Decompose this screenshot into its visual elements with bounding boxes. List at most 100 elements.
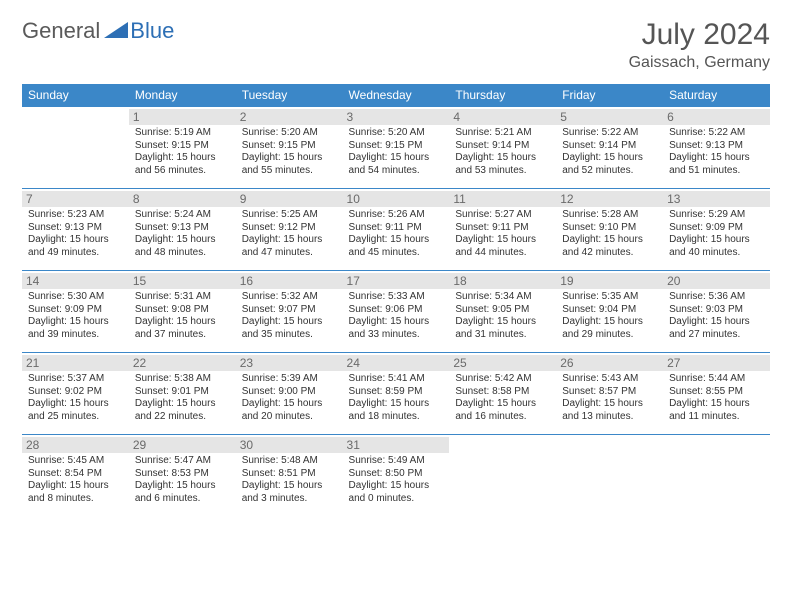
calendar-cell: 19 Sunrise: 5:35 AMSunset: 9:04 PMDayligh… [556,271,663,353]
day-detail: Sunrise: 5:35 AMSunset: 9:04 PMDaylight:… [562,291,657,341]
calendar-row: 14 Sunrise: 5:30 AMSunset: 9:09 PMDayligh… [22,271,770,353]
day-number: 27 [663,355,770,371]
day-detail: Sunrise: 5:25 AMSunset: 9:12 PMDaylight:… [242,209,337,259]
day-detail: Sunrise: 5:42 AMSunset: 8:58 PMDaylight:… [455,373,550,423]
day-detail: Sunrise: 5:43 AMSunset: 8:57 PMDaylight:… [562,373,657,423]
day-number: 8 [129,191,236,207]
day-detail: Sunrise: 5:29 AMSunset: 9:09 PMDaylight:… [669,209,764,259]
day-number: 16 [236,273,343,289]
weekday-header: Monday [129,84,236,107]
day-detail: Sunrise: 5:23 AMSunset: 9:13 PMDaylight:… [28,209,123,259]
day-detail: Sunrise: 5:37 AMSunset: 9:02 PMDaylight:… [28,373,123,423]
calendar-cell: 7Sunrise: 5:23 AMSunset: 9:13 PMDaylight… [22,189,129,271]
title-block: July 2024 Gaissach, Germany [629,18,770,72]
day-number: 25 [449,355,556,371]
day-detail: Sunrise: 5:28 AMSunset: 9:10 PMDaylight:… [562,209,657,259]
calendar-cell: 5 Sunrise: 5:22 AMSunset: 9:14 PMDaylight… [556,107,663,189]
calendar-cell: 14 Sunrise: 5:30 AMSunset: 9:09 PMDayligh… [22,271,129,353]
calendar-cell: 18 Sunrise: 5:34 AMSunset: 9:05 PMDayligh… [449,271,556,353]
logo-text-general: General [22,18,100,44]
location-label: Gaissach, Germany [629,54,770,72]
calendar-cell: 8 Sunrise: 5:24 AMSunset: 9:13 PMDaylight… [129,189,236,271]
calendar-row: 28 Sunrise: 5:45 AMSunset: 8:54 PMDayligh… [22,435,770,517]
calendar-cell: 4 Sunrise: 5:21 AMSunset: 9:14 PMDaylight… [449,107,556,189]
calendar-cell: 9 Sunrise: 5:25 AMSunset: 9:12 PMDaylight… [236,189,343,271]
calendar-cell: 20 Sunrise: 5:36 AMSunset: 9:03 PMDayligh… [663,271,770,353]
calendar-cell: 16 Sunrise: 5:32 AMSunset: 9:07 PMDayligh… [236,271,343,353]
day-number: 5 [556,109,663,125]
calendar-cell: 21 Sunrise: 5:37 AMSunset: 9:02 PMDayligh… [22,353,129,435]
day-number: 3 [343,109,450,125]
day-detail: Sunrise: 5:41 AMSunset: 8:59 PMDaylight:… [349,373,444,423]
day-detail: Sunrise: 5:24 AMSunset: 9:13 PMDaylight:… [135,209,230,259]
logo: General Blue [22,18,174,44]
weekday-header: Sunday [22,84,129,107]
calendar-cell: 27Sunrise: 5:44 AMSunset: 8:55 PMDayligh… [663,353,770,435]
day-number: 2 [236,109,343,125]
day-number: 1 [129,109,236,125]
calendar-cell [449,435,556,517]
calendar-row: 1 Sunrise: 5:19 AMSunset: 9:15 PMDaylight… [22,107,770,189]
day-number: 31 [343,437,450,453]
calendar-table: Sunday Monday Tuesday Wednesday Thursday… [22,84,770,517]
day-detail: Sunrise: 5:36 AMSunset: 9:03 PMDaylight:… [669,291,764,341]
day-detail: Sunrise: 5:39 AMSunset: 9:00 PMDaylight:… [242,373,337,423]
weekday-header: Thursday [449,84,556,107]
day-detail: Sunrise: 5:31 AMSunset: 9:08 PMDaylight:… [135,291,230,341]
calendar-cell: 13Sunrise: 5:29 AMSunset: 9:09 PMDayligh… [663,189,770,271]
day-detail: Sunrise: 5:20 AMSunset: 9:15 PMDaylight:… [349,127,444,177]
day-detail: Sunrise: 5:48 AMSunset: 8:51 PMDaylight:… [242,455,337,505]
day-number: 21 [22,355,129,371]
day-number: 19 [556,273,663,289]
day-number: 18 [449,273,556,289]
calendar-cell: 11 Sunrise: 5:27 AMSunset: 9:11 PMDayligh… [449,189,556,271]
calendar-cell: 25 Sunrise: 5:42 AMSunset: 8:58 PMDayligh… [449,353,556,435]
calendar-body: 1 Sunrise: 5:19 AMSunset: 9:15 PMDaylight… [22,107,770,517]
day-number: 12 [556,191,663,207]
day-detail: Sunrise: 5:30 AMSunset: 9:09 PMDaylight:… [28,291,123,341]
calendar-cell: 29 Sunrise: 5:47 AMSunset: 8:53 PMDayligh… [129,435,236,517]
weekday-header: Tuesday [236,84,343,107]
day-detail: Sunrise: 5:20 AMSunset: 9:15 PMDaylight:… [242,127,337,177]
page-header: General Blue July 2024 Gaissach, Germany [22,18,770,72]
weekday-header-row: Sunday Monday Tuesday Wednesday Thursday… [22,84,770,107]
day-number: 24 [343,355,450,371]
calendar-cell: 3 Sunrise: 5:20 AMSunset: 9:15 PMDaylight… [343,107,450,189]
day-number: 29 [129,437,236,453]
calendar-cell [556,435,663,517]
day-number: 14 [22,273,129,289]
day-number: 4 [449,109,556,125]
day-detail: Sunrise: 5:19 AMSunset: 9:15 PMDaylight:… [135,127,230,177]
day-detail: Sunrise: 5:22 AMSunset: 9:14 PMDaylight:… [562,127,657,177]
day-detail: Sunrise: 5:27 AMSunset: 9:11 PMDaylight:… [455,209,550,259]
day-number: 20 [663,273,770,289]
month-title: July 2024 [629,18,770,52]
day-detail: Sunrise: 5:47 AMSunset: 8:53 PMDaylight:… [135,455,230,505]
calendar-cell [22,107,129,189]
day-detail: Sunrise: 5:32 AMSunset: 9:07 PMDaylight:… [242,291,337,341]
calendar-cell: 30Sunrise: 5:48 AMSunset: 8:51 PMDayligh… [236,435,343,517]
calendar-cell: 22 Sunrise: 5:38 AMSunset: 9:01 PMDayligh… [129,353,236,435]
logo-triangle-icon [104,20,128,43]
day-number: 17 [343,273,450,289]
day-number: 28 [22,437,129,453]
day-number: 11 [449,191,556,207]
day-detail: Sunrise: 5:26 AMSunset: 9:11 PMDaylight:… [349,209,444,259]
day-detail: Sunrise: 5:38 AMSunset: 9:01 PMDaylight:… [135,373,230,423]
logo-text-blue: Blue [130,18,174,44]
calendar-cell: 26 Sunrise: 5:43 AMSunset: 8:57 PMDayligh… [556,353,663,435]
day-number: 22 [129,355,236,371]
day-number: 9 [236,191,343,207]
calendar-cell: 28 Sunrise: 5:45 AMSunset: 8:54 PMDayligh… [22,435,129,517]
day-number: 26 [556,355,663,371]
day-detail: Sunrise: 5:34 AMSunset: 9:05 PMDaylight:… [455,291,550,341]
day-detail: Sunrise: 5:45 AMSunset: 8:54 PMDaylight:… [28,455,123,505]
weekday-header: Wednesday [343,84,450,107]
day-detail: Sunrise: 5:21 AMSunset: 9:14 PMDaylight:… [455,127,550,177]
day-number: 15 [129,273,236,289]
day-number: 23 [236,355,343,371]
calendar-cell: 6Sunrise: 5:22 AMSunset: 9:13 PMDaylight… [663,107,770,189]
calendar-row: 7Sunrise: 5:23 AMSunset: 9:13 PMDaylight… [22,189,770,271]
calendar-cell: 17Sunrise: 5:33 AMSunset: 9:06 PMDayligh… [343,271,450,353]
calendar-cell: 24 Sunrise: 5:41 AMSunset: 8:59 PMDayligh… [343,353,450,435]
